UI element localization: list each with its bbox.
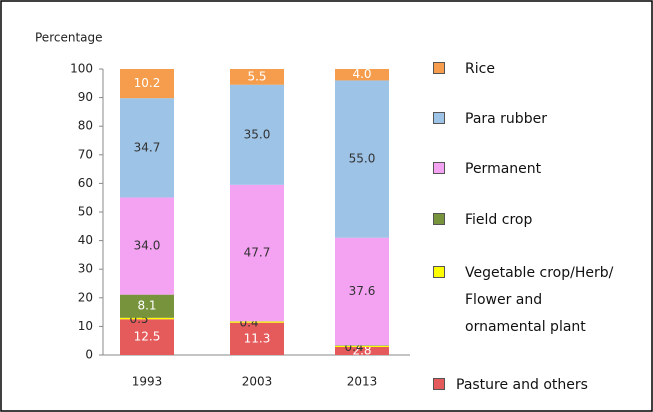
data-label: 35.0: [244, 127, 271, 141]
legend-label: Pasture and others: [456, 377, 588, 393]
y-tick-label: 10: [78, 319, 93, 333]
data-label: 34.0: [134, 239, 161, 253]
y-tick-label: 0: [85, 348, 93, 362]
legend-label: Vegetable crop/Herb/ Flower and ornament…: [465, 265, 614, 335]
x-tick-label: 2013: [347, 375, 378, 389]
bar-segment: [120, 317, 174, 320]
y-tick-label: 20: [78, 290, 93, 304]
data-label: 11.3: [244, 331, 271, 345]
data-label: 34.7: [134, 140, 161, 154]
y-tick-label: 70: [78, 147, 93, 161]
bar-segment: [230, 321, 284, 323]
data-label: 2.8: [352, 343, 371, 357]
legend-swatch: [433, 112, 445, 124]
data-label: 47.7: [244, 246, 271, 260]
y-tick-label: 60: [78, 176, 93, 190]
bar-segment: [230, 184, 284, 322]
y-tick-label: 40: [78, 233, 93, 247]
bar-segment: [230, 69, 284, 85]
bar-segment: [230, 84, 284, 185]
legend-swatch: [433, 62, 445, 74]
bar-segment: [335, 237, 389, 346]
y-tick-label: 50: [78, 205, 93, 219]
data-label: 55.0: [349, 152, 376, 166]
legend-swatch: [433, 162, 445, 174]
data-label: 5.5: [247, 69, 266, 83]
legend-label: Permanent: [465, 161, 542, 177]
data-label: 12.5: [134, 330, 161, 344]
bar-segment: [335, 345, 389, 346]
legend-label: Para rubber: [465, 111, 547, 127]
bar-segment: [120, 319, 174, 355]
bar-segment: [120, 98, 174, 198]
legend-swatch: [433, 378, 445, 390]
bar-segment: [120, 69, 174, 99]
data-label: 8.1: [137, 299, 156, 313]
bar-segment: [335, 345, 389, 347]
data-label: 37.6: [349, 284, 376, 298]
x-tick-label: 1993: [132, 375, 163, 389]
bar-segment: [120, 294, 174, 318]
data-label: 4.0: [352, 67, 371, 81]
y-tick-label: 30: [78, 262, 93, 276]
y-axis-label: Percentage: [35, 31, 103, 45]
x-tick-label: 2003: [242, 375, 273, 389]
bar-segment: [230, 322, 284, 355]
y-tick-label: 80: [78, 119, 93, 133]
y-tick-label: 90: [78, 90, 93, 104]
bar-segment: [335, 69, 389, 81]
legend-label: Field crop: [465, 212, 533, 228]
legend-swatch: [433, 213, 445, 225]
legend-label: Rice: [465, 61, 495, 77]
bar-segment: [120, 197, 174, 295]
data-label: 10.2: [134, 76, 161, 90]
bar-segment: [335, 80, 389, 238]
y-tick-label: 100: [70, 62, 93, 76]
legend-swatch: [433, 266, 445, 278]
bar-segment: [335, 346, 389, 355]
